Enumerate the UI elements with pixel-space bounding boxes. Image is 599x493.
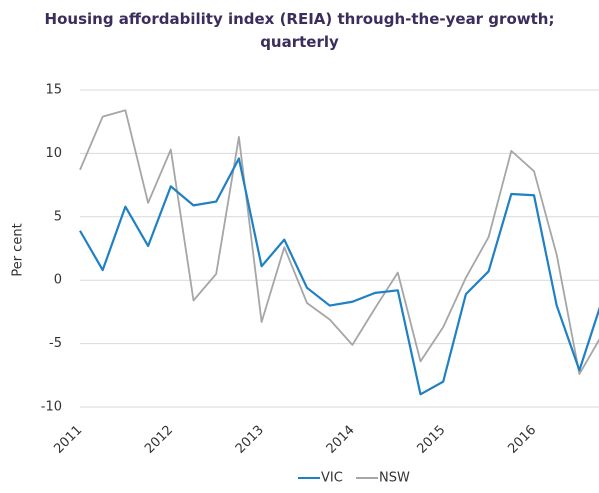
x-tick-label: 2014	[324, 423, 358, 457]
grid: -10 -5 0 5 10 15 2011 2012 2013 2014 2015 2016	[41, 83, 599, 457]
x-tick-label: 2012	[142, 423, 176, 457]
legend: VIC NSW	[298, 471, 410, 486]
y-tick-label: 15	[45, 83, 62, 98]
y-tick-label: 5	[54, 209, 62, 224]
series-line	[79, 157, 599, 396]
series-line	[79, 109, 599, 375]
x-tick-label: 2015	[414, 423, 448, 457]
legend-label: VIC	[321, 471, 343, 486]
y-tick-label: 10	[45, 146, 62, 161]
y-tick-label: -10	[41, 400, 62, 415]
y-tick-label: -5	[49, 336, 62, 351]
x-tick-label: 2013	[233, 423, 267, 457]
plot	[79, 109, 599, 396]
y-tick-label: 0	[54, 273, 62, 288]
chart-title: Housing affordability index (REIA) throu…	[44, 10, 555, 51]
x-tick-label: 2011	[51, 423, 85, 457]
legend-label: NSW	[379, 471, 410, 486]
y-axis-label: Per cent	[11, 223, 26, 276]
x-tick-label: 2016	[505, 423, 539, 457]
